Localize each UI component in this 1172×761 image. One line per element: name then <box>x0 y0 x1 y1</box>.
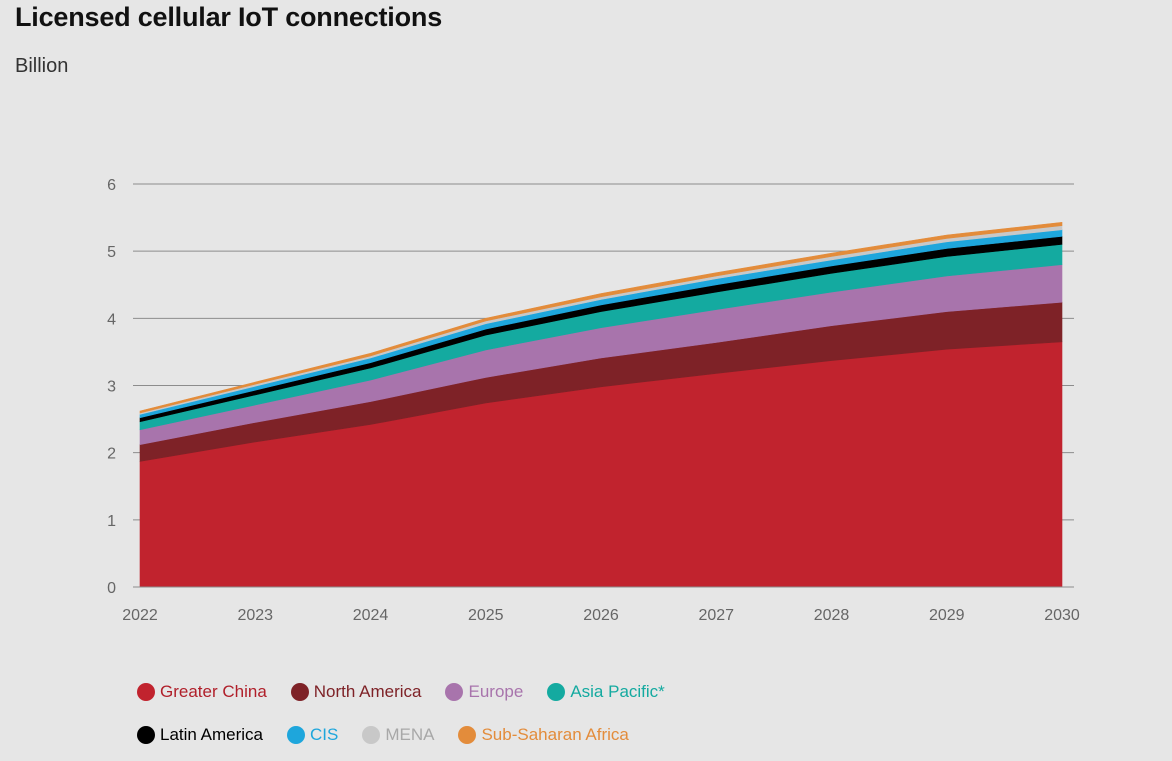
legend-label: Europe <box>468 682 524 701</box>
legend-swatch <box>547 683 566 701</box>
legend-label: Latin America <box>160 725 263 744</box>
x-tick-label: 2024 <box>353 607 389 624</box>
legend-label: Asia Pacific* <box>570 682 665 701</box>
legend-item-europe: Europe <box>445 682 523 702</box>
legend-swatch <box>445 683 464 701</box>
x-tick-label: 2028 <box>814 607 850 624</box>
legend-label: CIS <box>310 725 339 744</box>
y-tick-label: 3 <box>107 379 116 396</box>
legend-swatch <box>290 683 309 701</box>
legend-item-latin-america: Latin America <box>137 725 263 745</box>
x-tick-label: 2029 <box>929 607 965 624</box>
x-tick-label: 2025 <box>468 607 504 624</box>
legend-row-1: Greater China North America Europe Asia Pac… <box>137 682 689 702</box>
legend-item-asia-pacific: Asia Pacific* <box>547 682 665 702</box>
x-tick-label: 2026 <box>583 607 619 624</box>
chart-subtitle: Billion <box>15 55 69 77</box>
legend-item-mena: MENA <box>362 725 434 745</box>
legend-swatch <box>137 726 155 744</box>
y-tick-label: 5 <box>107 244 116 261</box>
legend-item-sub-saharan-africa: Sub-Saharan Africa <box>458 725 629 745</box>
legend-label: North America <box>313 682 422 701</box>
x-tick-label: 2023 <box>237 607 273 624</box>
legend-swatch <box>137 683 155 701</box>
legend-label: Sub-Saharan Africa <box>481 725 629 744</box>
legend-swatch <box>362 726 381 744</box>
legend-row-2: Latin America CIS MENA Sub-Saharan Africa <box>137 725 653 745</box>
legend-item-greater-china: Greater China <box>137 682 267 702</box>
legend-swatch <box>287 726 305 744</box>
legend-item-cis: CIS <box>287 725 338 745</box>
x-tick-label: 2022 <box>122 607 158 624</box>
y-tick-label: 4 <box>107 311 116 328</box>
y-tick-label: 6 <box>107 177 116 194</box>
chart-title: Licensed cellular IoT connections <box>15 2 443 32</box>
legend-label: MENA <box>385 725 435 744</box>
area-layers <box>139 221 1063 588</box>
y-tick-label: 0 <box>107 580 116 597</box>
legend-label: Greater China <box>160 682 267 701</box>
area-sub-saharan-africa <box>139 221 1063 414</box>
y-tick-label: 2 <box>107 446 116 463</box>
x-tick-label: 2030 <box>1044 607 1080 624</box>
legend-item-north-america: North America <box>290 682 422 702</box>
legend-swatch <box>458 726 477 744</box>
y-tick-label: 1 <box>107 513 116 530</box>
x-tick-label: 2027 <box>698 607 734 624</box>
